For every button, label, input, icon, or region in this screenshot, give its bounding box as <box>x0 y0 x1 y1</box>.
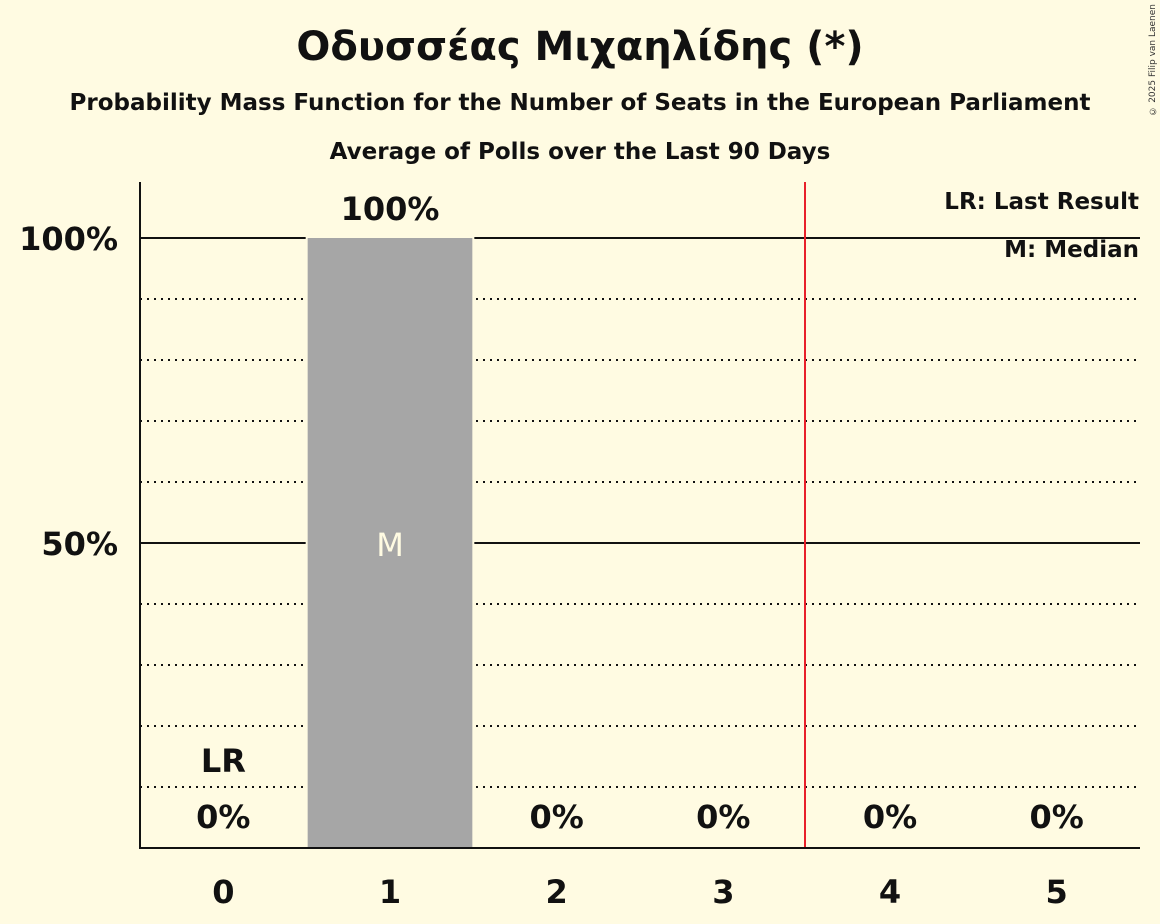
axes <box>139 182 1140 849</box>
legend-median: M: Median <box>1004 237 1139 263</box>
x-tick-label: 5 <box>1046 873 1068 911</box>
chart-subtitle: Probability Mass Function for the Number… <box>69 90 1091 116</box>
x-tick-label: 2 <box>546 873 568 911</box>
x-tick-label: 0 <box>212 873 234 911</box>
legend-last-result: LR: Last Result <box>944 189 1139 215</box>
chart-title: Οδυσσέας Μιχαηλίδης (*) <box>296 24 864 70</box>
last-result-marker: LR <box>201 742 246 780</box>
x-tick-label: 3 <box>712 873 734 911</box>
bar-value-label: 0% <box>530 798 584 836</box>
bar-value-label: 0% <box>1030 798 1084 836</box>
labels: 50% 100% 0% 0 100% 1 0% 2 0% 3 0% 4 0% 5 LR M <box>19 190 1084 911</box>
bar-value-label: 100% <box>341 190 440 228</box>
bar-value-label: 0% <box>196 798 250 836</box>
gridlines <box>140 237 1140 788</box>
y-tick-label: 50% <box>41 525 118 563</box>
bar-value-label: 0% <box>863 798 917 836</box>
y-tick-label: 100% <box>19 220 118 258</box>
x-tick-label: 1 <box>379 873 401 911</box>
chart-subtitle-period: Average of Polls over the Last 90 Days <box>329 139 831 165</box>
median-marker: M <box>376 526 404 564</box>
bars <box>305 237 475 848</box>
bar <box>307 238 473 848</box>
bar-value-label: 0% <box>696 798 750 836</box>
x-tick-label: 4 <box>879 873 901 911</box>
